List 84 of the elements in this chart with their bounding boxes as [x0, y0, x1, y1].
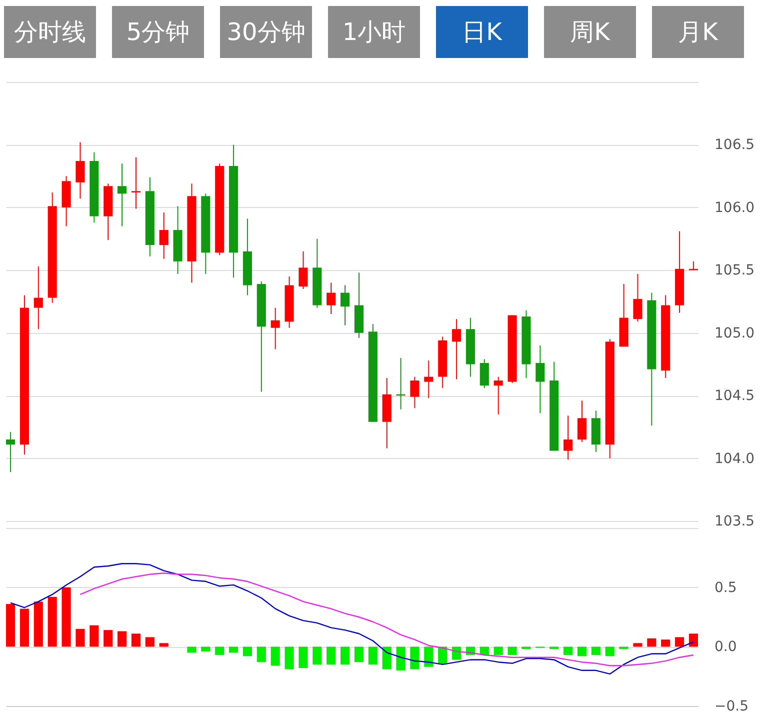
bar — [118, 631, 127, 647]
tab-button: 5分钟 — [112, 6, 204, 58]
line-series — [80, 572, 694, 666]
bar — [619, 646, 628, 650]
bar — [145, 637, 154, 647]
bar — [688, 634, 698, 647]
candlestick — [424, 360, 434, 399]
candlestick — [410, 376, 420, 409]
bar — [396, 646, 406, 670]
candlestick — [577, 400, 586, 442]
bar — [424, 646, 434, 667]
candlestick — [298, 250, 308, 290]
candlestick — [340, 284, 350, 326]
bar — [131, 634, 140, 647]
candlestick — [480, 358, 489, 389]
bar — [550, 646, 559, 650]
y-tick-label: 103.5 — [714, 514, 755, 530]
tab-button: 1小时 — [328, 6, 420, 58]
bar — [284, 646, 294, 670]
bar — [605, 646, 614, 656]
bar — [90, 625, 99, 647]
bar — [661, 640, 670, 647]
y-tick-label: 104.0 — [714, 450, 755, 467]
bar — [215, 646, 224, 655]
candlestick — [633, 273, 642, 322]
bar — [229, 646, 238, 653]
bar — [48, 596, 57, 647]
bar — [104, 630, 113, 647]
y-tick-label: 105.5 — [714, 262, 755, 279]
y-tick-label: 0.5 — [714, 580, 737, 596]
bar — [354, 646, 364, 662]
bar — [675, 637, 684, 647]
y-tick-label: 106.0 — [714, 200, 755, 216]
bar — [270, 646, 280, 666]
y-tick-label: 104.5 — [714, 388, 755, 404]
bar — [242, 646, 252, 656]
bar — [34, 602, 43, 647]
bar — [201, 646, 210, 652]
bar — [76, 628, 85, 647]
tab-button: 周K — [544, 6, 636, 58]
bar — [494, 646, 503, 655]
bar — [508, 646, 517, 655]
candlestick — [494, 376, 503, 415]
candlestick — [131, 156, 140, 210]
candlestick — [159, 212, 168, 260]
y-tick-label: 0.0 — [714, 639, 737, 656]
bar — [480, 646, 489, 655]
bar — [256, 646, 266, 662]
bar — [187, 646, 196, 653]
candlestick — [34, 266, 43, 330]
tab-button: 30分钟 — [220, 6, 312, 58]
bar — [20, 608, 29, 647]
bar — [340, 646, 350, 664]
candlestick — [326, 282, 336, 315]
bar — [452, 646, 462, 660]
y-tick-label: 105.0 — [714, 325, 755, 342]
bar — [522, 646, 531, 650]
candlestick — [564, 415, 573, 460]
tab-button: 日K — [436, 6, 528, 58]
bar — [410, 646, 420, 670]
bar — [6, 604, 16, 647]
candlestick — [76, 142, 85, 200]
candlestick — [6, 431, 16, 473]
bar — [382, 646, 392, 670]
candlestick — [270, 307, 280, 350]
y-tick-label: −0.5 — [714, 698, 748, 714]
bar — [577, 646, 586, 656]
bar — [326, 646, 336, 664]
y-tick-label: 106.5 — [714, 137, 755, 154]
candlestick — [536, 344, 545, 414]
bar — [647, 638, 656, 647]
tab-button: 分时线 — [4, 6, 96, 58]
bar — [298, 646, 308, 668]
bar — [159, 643, 168, 647]
line-series — [10, 563, 694, 675]
bar — [62, 587, 71, 647]
bar — [591, 646, 600, 655]
candlestick — [118, 163, 127, 227]
bar — [564, 646, 573, 655]
candlestick — [452, 318, 462, 380]
bar — [312, 646, 322, 664]
tab-button: 月K — [652, 6, 744, 58]
bar — [368, 646, 378, 664]
bar — [633, 643, 642, 647]
